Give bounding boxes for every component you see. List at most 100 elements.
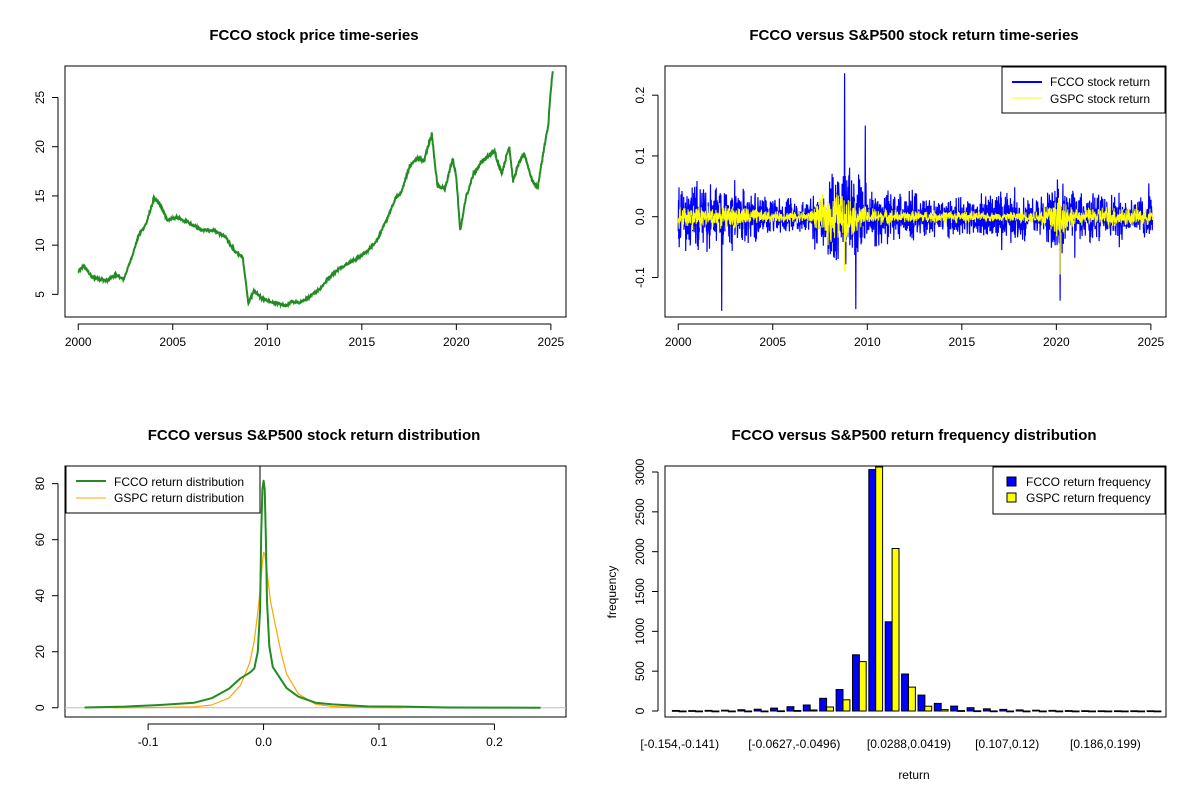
fcco-frequency-bar <box>1097 710 1106 713</box>
density-legend-gspc-label: GSPC return distribution <box>114 491 244 505</box>
x-tick-label: 2025 <box>1138 335 1165 349</box>
returns-plot-frame <box>664 65 1167 318</box>
fcco-frequency-bar <box>1032 709 1040 712</box>
fcco-frequency-bar <box>819 697 828 712</box>
gspc-frequency-bar <box>777 710 785 713</box>
y-tick-label: 0.2 <box>633 87 647 104</box>
x-tick-label: 2015 <box>348 335 375 349</box>
gspc-frequency-bar <box>1120 710 1129 713</box>
density-legend: FCCO return distribution GSPC return dis… <box>65 465 261 514</box>
gspc-frequency-bar <box>908 686 916 712</box>
gspc-frequency-bar <box>875 466 884 712</box>
gspc-frequency-bar <box>711 710 720 713</box>
returns-legend-fcco-label: FCCO stock return <box>1050 75 1150 89</box>
fcco-frequency-bar <box>966 707 975 712</box>
returns-series <box>677 73 1154 311</box>
returns-legend-box <box>1001 66 1166 114</box>
fcco-frequency-bar <box>933 702 942 712</box>
gspc-frequency-bar <box>1022 710 1031 713</box>
gspc-frequency-bar <box>727 710 736 713</box>
gspc-frequency-bar <box>1153 710 1162 713</box>
y-tick-label: 25 <box>33 91 47 105</box>
y-tick-label: 2000 <box>633 538 647 565</box>
histogram-y-axis-label: frequency <box>605 566 619 619</box>
gspc-frequency-bar <box>1088 710 1096 713</box>
histogram-axes: 0 500 1000 1500 2000 2500 3000 [-0.154,-0.141) [… <box>633 458 1141 751</box>
y-tick-label: -0.1 <box>633 267 647 288</box>
density-chart-title: FCCO versus S&P500 stock return distribu… <box>148 427 481 444</box>
gspc-frequency-bar <box>809 709 818 712</box>
x-tick-label: 2000 <box>665 335 692 349</box>
density-chart: FCCO versus S&P500 stock return distribu… <box>33 427 567 749</box>
returns-chart-title: FCCO versus S&P500 stock return time-ser… <box>749 27 1078 44</box>
y-tick-label: 20 <box>33 645 47 659</box>
x-tick-label: [0.186,0.199) <box>1070 737 1141 751</box>
fcco-frequency-bar <box>999 708 1008 712</box>
gspc-frequency-bar <box>744 710 753 713</box>
gspc-frequency-bar <box>695 710 703 713</box>
price-plot-frame <box>64 65 567 318</box>
x-tick-label: 2010 <box>254 335 281 349</box>
x-tick-label: 0.1 <box>371 735 388 749</box>
gspc-frequency-bar <box>826 706 834 712</box>
fcco-frequency-bar <box>835 689 844 712</box>
histogram-bars <box>671 466 1162 713</box>
gspc-frequency-bar <box>973 710 982 713</box>
fcco-frequency-bar <box>753 708 762 712</box>
x-tick-label: 2020 <box>443 335 470 349</box>
x-tick-label: 2025 <box>538 335 565 349</box>
x-tick-label: [0.107,0.12) <box>975 737 1039 751</box>
fcco-frequency-bar <box>950 705 959 712</box>
fcco-frequency-bar <box>1081 710 1090 713</box>
y-tick-label: 0.1 <box>633 147 647 164</box>
fcco-frequency-bar <box>1064 710 1073 712</box>
gspc-frequency-bar <box>1055 710 1064 713</box>
x-tick-label: [0.0288,0.0419) <box>867 737 951 751</box>
x-tick-label: 0.0 <box>255 735 272 749</box>
fcco-frequency-bar <box>737 709 746 712</box>
y-tick-label: 0 <box>633 707 647 714</box>
fcco-frequency-bar <box>868 469 877 712</box>
y-tick-label: 2500 <box>633 498 647 525</box>
fcco-frequency-bar <box>982 708 991 712</box>
fcco-frequency-bar <box>786 706 795 712</box>
histogram-legend-fcco-swatch <box>1006 476 1017 487</box>
gspc-frequency-bar <box>924 705 933 712</box>
gspc-frequency-bar <box>1006 710 1015 713</box>
price-chart-title: FCCO stock price time-series <box>209 27 418 44</box>
histogram-plot-frame <box>664 465 1167 718</box>
gspc-density-line <box>113 551 403 709</box>
x-tick-label: 2020 <box>1043 335 1070 349</box>
histogram-chart: FCCO versus S&P500 return frequency dist… <box>605 427 1167 782</box>
returns-axes: 2000 2005 2010 2015 2020 2025 -0.1 0.0 0.1 0.2 <box>633 87 1165 349</box>
x-tick-label: [-0.0627,-0.0496) <box>748 737 840 751</box>
x-tick-label: 2015 <box>948 335 975 349</box>
fcco-frequency-bar <box>770 707 778 712</box>
returns-chart: FCCO versus S&P500 stock return time-ser… <box>633 27 1167 349</box>
returns-legend: FCCO stock return GSPC stock return <box>1001 66 1166 114</box>
gspc-frequency-bar <box>678 710 687 713</box>
y-tick-label: 3000 <box>633 458 647 485</box>
y-tick-label: 40 <box>33 589 47 603</box>
price-chart: FCCO stock price time-series 2000 2005 201… <box>33 27 567 349</box>
fcco-frequency-bar <box>884 621 893 712</box>
gspc-frequency-bar <box>842 699 851 712</box>
histogram-legend-gspc-swatch <box>1006 492 1017 503</box>
gspc-frequency-bar <box>940 709 949 712</box>
density-plot-frame <box>64 465 567 718</box>
histogram-chart-title: FCCO versus S&P500 return frequency dist… <box>731 427 1096 444</box>
fcco-frequency-bar <box>901 673 909 712</box>
gspc-frequency-bar <box>1038 710 1047 713</box>
x-tick-label: -0.1 <box>138 735 159 749</box>
fcco-frequency-bar <box>671 710 680 712</box>
price-series <box>77 71 554 309</box>
x-tick-label: 0.2 <box>486 735 503 749</box>
gspc-frequency-bar <box>1137 710 1146 713</box>
gspc-frequency-bar <box>989 710 998 713</box>
fcco-frequency-bar <box>721 709 729 712</box>
y-tick-label: 1500 <box>633 578 647 605</box>
gspc-return-line <box>677 193 1154 275</box>
x-tick-label: 2000 <box>65 335 92 349</box>
gspc-frequency-bar <box>1071 710 1080 713</box>
